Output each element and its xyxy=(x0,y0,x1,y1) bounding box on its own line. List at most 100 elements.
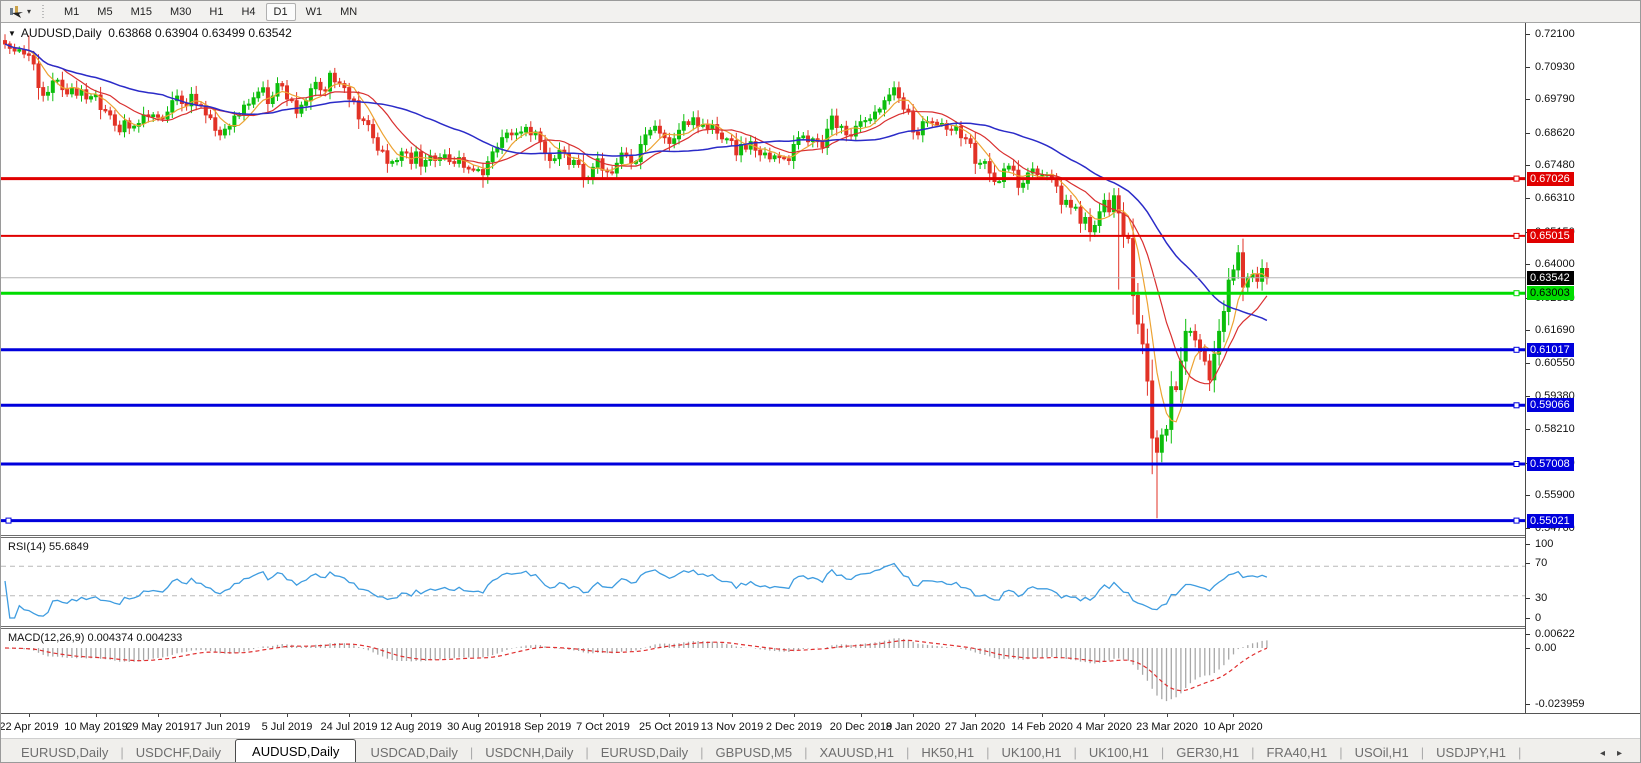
tab-separator: | xyxy=(1420,745,1425,760)
line-handle xyxy=(1513,461,1520,467)
chart-tab-usdchf-daily[interactable]: USDCHF,Daily xyxy=(135,745,222,760)
price-line-badge: 0.55021 xyxy=(1527,514,1574,528)
date-tick-label: 25 Oct 2019 xyxy=(639,721,699,733)
date-tick-mark xyxy=(540,714,541,717)
date-tick-label: 27 Jan 2020 xyxy=(944,721,1006,733)
tab-scroll-left-icon[interactable]: ◂ xyxy=(1599,748,1617,759)
rsi-indicator-pane[interactable]: RSI(14) 55.6849 xyxy=(1,538,1525,626)
line-handle xyxy=(1513,346,1520,353)
date-axis[interactable]: 22 Apr 2019 10 May 2019 29 May 2019 17 Jun … xyxy=(1,713,1640,739)
price-line-badge: 0.67026 xyxy=(1527,172,1574,186)
timeframe-button-h4[interactable]: H4 xyxy=(241,5,256,18)
line-handle xyxy=(1513,402,1520,409)
price-line-badge: 0.59066 xyxy=(1527,398,1574,412)
timeframe-button-h1[interactable]: H1 xyxy=(209,5,224,18)
timeframe-toolbar: ▾ M1 M5 M15 M30 H1 H4 D1 W1 MN xyxy=(1,1,1640,23)
timeframe-button-mn[interactable]: MN xyxy=(340,5,358,18)
price-line-badge: 0.61017 xyxy=(1527,343,1574,357)
date-tick-label: 29 May 2019 xyxy=(126,721,190,733)
date-tick-mark xyxy=(287,714,288,717)
date-tick-mark xyxy=(732,714,733,717)
down-candles xyxy=(3,34,1269,519)
tab-separator: | xyxy=(1251,745,1255,760)
date-tick-mark xyxy=(975,714,976,717)
chart-tab-xauusd-h1[interactable]: XAUUSD,H1 xyxy=(819,745,894,760)
date-tick-label: 4 Mar 2020 xyxy=(1076,721,1132,733)
tab-separator: | xyxy=(804,745,808,760)
date-tick-label: 8 Jan 2020 xyxy=(885,721,941,733)
dropdown-caret-icon[interactable]: ▾ xyxy=(27,7,32,16)
date-tick-label: 17 Jun 2019 xyxy=(189,721,251,733)
date-tick-label: 24 Jul 2019 xyxy=(320,721,378,733)
date-tick-label: 20 Dec 2019 xyxy=(829,721,893,733)
tab-separator: | xyxy=(469,745,474,760)
chart-tab-hk50-h1[interactable]: HK50,H1 xyxy=(921,745,975,760)
timeframe-button-d1[interactable]: D1 xyxy=(265,2,296,21)
chart-tab-eurusd-daily[interactable]: EURUSD,Daily xyxy=(21,745,109,760)
macd-indicator-pane[interactable]: MACD(12,26,9) 0.004374 0.004233 xyxy=(1,629,1525,713)
price-line-badge: 0.57008 xyxy=(1527,457,1574,471)
macd-histogram xyxy=(9,638,1268,702)
price-line-badge: 0.63542 xyxy=(1527,271,1574,285)
chart-tab-audusd-daily[interactable]: AUDUSD,Daily xyxy=(235,739,357,762)
date-tick-mark xyxy=(158,714,159,717)
pane-splitter-rsi[interactable] xyxy=(1,535,1640,538)
line-handle xyxy=(1513,232,1520,239)
line-handle xyxy=(1513,517,1520,524)
date-tick-label: 7 Oct 2019 xyxy=(576,721,630,733)
timeframe-button-m15[interactable]: M15 xyxy=(130,5,152,18)
rsi-value: 55.6849 xyxy=(48,541,89,553)
tab-separator: | xyxy=(1518,745,1522,760)
date-tick-label: 5 Jul 2019 xyxy=(261,721,313,733)
tab-separator: | xyxy=(986,745,990,760)
date-tick-mark xyxy=(669,714,670,717)
chart-tab-eurusd-daily[interactable]: EURUSD,Daily xyxy=(600,745,689,760)
date-tick-label: 14 Feb 2020 xyxy=(1011,721,1073,733)
pane-splitter-macd[interactable] xyxy=(1,626,1640,629)
line-handle xyxy=(1513,175,1520,182)
toolbar-grip[interactable] xyxy=(42,4,48,19)
price-axis[interactable]: 0.72100 0.70930 0.69790 0.68620 0.67480 0.663… xyxy=(1525,23,1640,713)
main-chart-pane[interactable]: ▼ AUDUSD,Daily 0.63868 0.63904 0.63499 0.… xyxy=(1,23,1525,535)
chart-tab-usdcad-daily[interactable]: USDCAD,Daily xyxy=(370,745,458,760)
tab-scroll-right-icon[interactable]: ▸ xyxy=(1616,748,1634,759)
date-tick-label: 23 Mar 2020 xyxy=(1136,721,1198,733)
chart-ohlc-values: 0.63868 0.63904 0.63499 0.63542 xyxy=(108,26,292,40)
date-tick-mark xyxy=(478,714,479,717)
date-tick-mark xyxy=(603,714,604,717)
chart-tab-ger30-h1[interactable]: GER30,H1 xyxy=(1176,745,1240,760)
tab-separator: | xyxy=(1160,745,1165,760)
date-tick-mark xyxy=(220,714,221,717)
date-tick-mark xyxy=(794,714,795,717)
chart-tab-usdcnh-daily[interactable]: USDCNH,Daily xyxy=(485,745,574,760)
date-tick-mark xyxy=(349,714,350,717)
tab-separator: | xyxy=(120,745,124,760)
chart-tab-gbpusd-m5[interactable]: GBPUSD,M5 xyxy=(715,745,793,760)
chart-symbol-label: AUDUSD,Daily xyxy=(20,26,102,40)
tab-separator: | xyxy=(1339,745,1343,760)
timeframe-button-m1[interactable]: M1 xyxy=(64,5,80,18)
chart-tab-usdjpy-h1[interactable]: USDJPY,H1 xyxy=(1436,745,1506,760)
symbol-dropdown-icon[interactable]: ▼ xyxy=(8,29,16,38)
date-tick-label: 13 Nov 2019 xyxy=(700,721,764,733)
date-tick-label: 10 May 2019 xyxy=(64,721,128,733)
rsi-label: RSI(14) 55.6849 xyxy=(8,541,89,553)
chart-cursor-glyph xyxy=(10,5,23,18)
macd-label: MACD(12,26,9) 0.004374 0.004233 xyxy=(8,632,182,644)
chart-tab-uk100-h1[interactable]: UK100,H1 xyxy=(1001,745,1062,760)
chart-cursor-icon[interactable]: ▾ xyxy=(5,4,34,20)
rsi-chart[interactable] xyxy=(1,538,1525,626)
timeframe-button-m5[interactable]: M5 xyxy=(97,5,113,18)
candlestick-chart[interactable] xyxy=(1,23,1525,535)
timeframe-button-w1[interactable]: W1 xyxy=(305,5,323,18)
chart-tab-usoil-h1[interactable]: USOil,H1 xyxy=(1354,745,1409,760)
chart-tab-fra40-h1[interactable]: FRA40,H1 xyxy=(1266,745,1328,760)
timeframe-button-m30[interactable]: M30 xyxy=(169,5,192,18)
price-line-badge: 0.63003 xyxy=(1527,286,1574,300)
line-handle xyxy=(1513,290,1520,297)
date-tick-mark xyxy=(861,714,862,717)
date-tick-label: 10 Apr 2020 xyxy=(1203,721,1263,733)
tab-separator: | xyxy=(1073,745,1077,760)
macd-chart[interactable] xyxy=(1,629,1525,713)
chart-tab-uk100-h1[interactable]: UK100,H1 xyxy=(1088,745,1149,760)
